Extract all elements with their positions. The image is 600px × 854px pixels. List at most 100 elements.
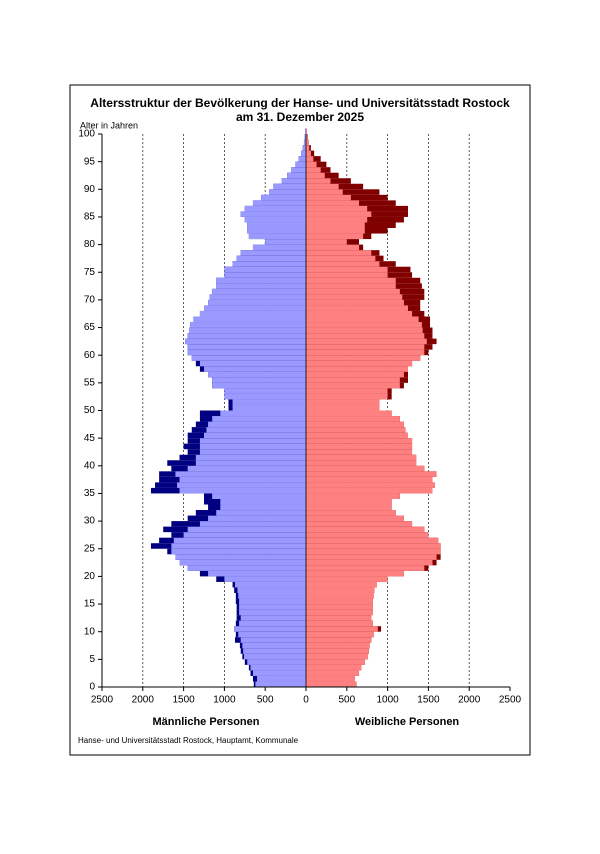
x-tick-label: 1000 xyxy=(376,695,399,706)
male-bar-common xyxy=(261,194,306,201)
male-bar-common xyxy=(238,592,306,599)
female-bar-common xyxy=(306,344,425,350)
male-bar-common xyxy=(216,277,306,284)
male-bar-common xyxy=(171,548,306,555)
female-bar-common xyxy=(306,172,325,179)
male-bar-common xyxy=(199,360,306,367)
male-bar-common xyxy=(224,388,306,394)
male-bar-common xyxy=(199,438,306,444)
female-bar-common xyxy=(306,322,422,328)
female-bar-common xyxy=(306,493,400,499)
series-label: Weibliche Personen xyxy=(355,716,460,728)
y-tick-label: 20 xyxy=(84,571,96,582)
male-bar-common xyxy=(243,653,306,660)
female-bar-common xyxy=(306,604,373,610)
male-bar-common xyxy=(212,382,306,389)
male-bar-common xyxy=(302,145,306,151)
chart-title: am 31. Dezember 2025 xyxy=(236,110,364,124)
male-bar-common xyxy=(252,244,306,251)
y-tick-label: 50 xyxy=(84,405,96,416)
chart-title: Altersstruktur der Bevölkerung der Hanse… xyxy=(90,96,510,110)
x-tick-label: 2500 xyxy=(91,695,114,706)
male-bar-common xyxy=(209,294,306,300)
male-bar-common xyxy=(243,648,306,654)
female-bar-common xyxy=(306,637,372,643)
female-bar-common xyxy=(306,438,413,444)
y-tick-label: 60 xyxy=(84,350,96,361)
female-bar-common xyxy=(306,559,433,566)
female-bar-common xyxy=(306,631,374,638)
female-bar-common xyxy=(306,338,427,345)
female-bar-common xyxy=(306,156,314,162)
male-bar-common xyxy=(244,205,306,212)
male-bar-common xyxy=(236,255,306,262)
x-tick-label: 1500 xyxy=(417,695,440,706)
female-bar-common xyxy=(306,205,368,212)
male-bar-common xyxy=(250,664,306,671)
female-bar-common xyxy=(306,327,423,334)
male-bar-common xyxy=(240,211,306,217)
y-tick-label: 85 xyxy=(84,212,96,223)
male-bar-common xyxy=(179,487,306,494)
female-bar-common xyxy=(306,510,396,516)
male-bar-common xyxy=(232,404,306,411)
male-bar-common xyxy=(257,675,306,682)
female-bar-common xyxy=(306,454,417,461)
female-bar-common xyxy=(306,261,380,267)
female-bar-common xyxy=(306,233,364,240)
female-bar-common xyxy=(306,228,365,234)
source: Hanse- und Universitätsstadt Rostock, Ha… xyxy=(78,736,299,745)
male-bar-common xyxy=(175,554,306,560)
male-bar-common xyxy=(212,377,306,383)
male-bar-common xyxy=(183,532,306,538)
male-bar-common xyxy=(281,178,306,184)
female-bar-common xyxy=(306,487,433,494)
female-bar-common xyxy=(306,681,357,687)
female-bar-common xyxy=(306,570,404,577)
male-bar-common xyxy=(224,266,306,273)
y-tick-label: 45 xyxy=(84,433,96,444)
y-tick-label: 80 xyxy=(84,239,96,250)
male-bar-common xyxy=(240,250,306,256)
female-bar-common xyxy=(306,161,317,168)
male-bar-common xyxy=(232,261,306,267)
female-bar-common xyxy=(306,200,360,206)
male-bar-common xyxy=(252,200,306,206)
male-bar-common xyxy=(303,139,306,146)
male-bar-common xyxy=(199,521,306,527)
male-bar-common xyxy=(206,427,306,433)
male-bar-common xyxy=(212,493,306,499)
female-bar-common xyxy=(306,675,355,682)
male-bar-common xyxy=(199,443,306,450)
female-bar-common xyxy=(306,504,392,511)
female-bar-common xyxy=(306,432,408,439)
female-bar-common xyxy=(306,283,396,289)
female-bar-common xyxy=(306,598,373,605)
series-label: Männliche Personen xyxy=(153,716,260,728)
female-bar-common xyxy=(306,554,437,560)
female-bar-common xyxy=(306,515,404,522)
male-bar-common xyxy=(301,150,306,157)
male-bar-common xyxy=(187,465,306,472)
female-bar-common xyxy=(306,548,441,555)
male-bar-common xyxy=(208,299,306,306)
male-bar-common xyxy=(177,482,306,488)
female-bar-common xyxy=(306,565,425,571)
female-bar-common xyxy=(306,476,433,483)
female-bar-common xyxy=(306,222,365,229)
female-bar-common xyxy=(306,449,413,455)
x-tick-label: 1500 xyxy=(172,695,195,706)
male-bar-common xyxy=(287,172,306,179)
female-bar-common xyxy=(306,659,365,665)
female-bar-common xyxy=(306,299,404,306)
male-bar-common xyxy=(204,366,306,372)
female-bar-common xyxy=(306,653,369,660)
female-bar-common xyxy=(306,532,429,538)
male-bar-common xyxy=(187,565,306,571)
female-bar-common xyxy=(306,427,406,433)
female-bar-common xyxy=(306,134,308,140)
female-bar-common xyxy=(306,377,400,383)
female-bar-common xyxy=(306,255,376,262)
male-bar-common xyxy=(265,239,306,245)
